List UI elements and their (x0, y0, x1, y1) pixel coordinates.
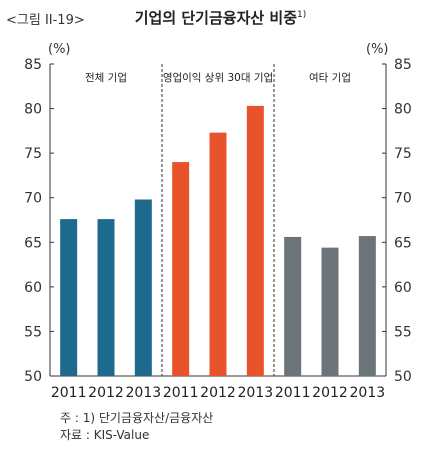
y-axis-right: 50 55 60 65 70 75 80 85 (382, 57, 412, 385)
bar (172, 162, 190, 376)
y-tick-label-right: 75 (394, 146, 412, 162)
group-label: 전체 기업 (85, 71, 127, 84)
x-axis: 2011 2012 2013 2011 2012 2013 2011 2012 2013 (51, 385, 385, 401)
bar (60, 219, 78, 376)
x-tick-label: 2013 (350, 385, 386, 401)
x-tick-label: 2013 (126, 385, 162, 401)
figure-label: <그림 II-19> (6, 13, 85, 28)
x-tick-label: 2011 (163, 385, 199, 401)
y-tick-label-left: 70 (24, 191, 42, 207)
bars (60, 105, 376, 376)
y-tick-label-left: 85 (24, 57, 42, 73)
x-tick-label: 2011 (51, 385, 87, 401)
x-tick-label: 2012 (88, 385, 124, 401)
footnotes: 주 : 1) 단기금융자산/금융자산 자료 : KIS-Value (60, 410, 213, 444)
x-tick-label: 2011 (275, 385, 311, 401)
y-tick-label-left: 75 (24, 146, 42, 162)
y-tick-label-right: 85 (394, 57, 412, 73)
chart-title: 기업의 단기금융자산 비중1) (0, 7, 441, 28)
bar (134, 199, 152, 376)
bar (97, 219, 115, 376)
unit-label-right: (%) (366, 42, 389, 57)
group-label: 영업이익 상위 30대 기업 (163, 71, 273, 84)
y-tick-label-right: 65 (394, 235, 412, 251)
x-tick-label: 2012 (200, 385, 236, 401)
x-tick-label: 2013 (238, 385, 274, 401)
bar (209, 132, 227, 376)
y-tick-label-left: 80 (24, 102, 42, 118)
y-tick-label-left: 60 (24, 280, 42, 296)
y-tick-label-left: 50 (24, 369, 42, 385)
x-tick-label: 2012 (312, 385, 348, 401)
y-tick-label-right: 50 (394, 369, 412, 385)
unit-label-left: (%) (48, 42, 71, 57)
footnote-definition: 주 : 1) 단기금융자산/금융자산 (60, 411, 214, 425)
y-tick-label-left: 65 (24, 235, 42, 251)
y-axis-left: 50 55 60 65 70 75 80 85 (24, 57, 54, 385)
y-tick-label-right: 60 (394, 280, 412, 296)
y-tick-label-right: 70 (394, 191, 412, 207)
bar (246, 105, 264, 376)
y-tick-label-left: 55 (24, 324, 42, 340)
group-dividers (161, 64, 275, 376)
y-tick-label-right: 80 (394, 102, 412, 118)
bar (284, 236, 302, 376)
title-footnote-mark: 1) (297, 10, 307, 20)
bar (358, 236, 376, 376)
chart-title-text: 기업의 단기금융자산 비중 (134, 9, 297, 27)
group-labels: 전체 기업 영업이익 상위 30대 기업 여타 기업 (85, 71, 351, 84)
y-tick-label-right: 55 (394, 324, 412, 340)
footnote-source: 자료 : KIS-Value (60, 428, 150, 442)
bar (321, 247, 339, 376)
group-label: 여타 기업 (309, 71, 351, 84)
